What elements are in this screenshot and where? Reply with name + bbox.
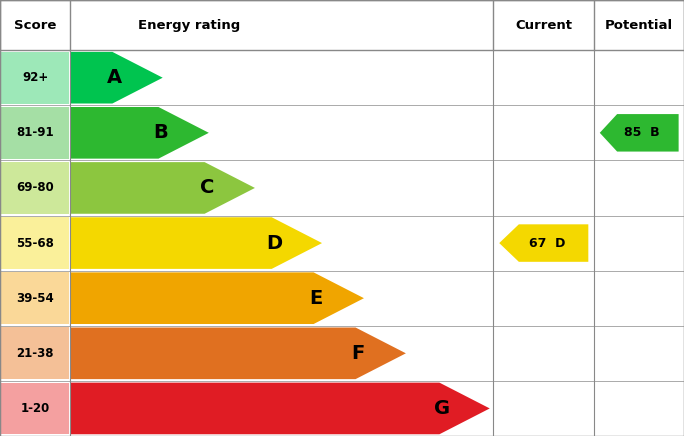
Text: Potential: Potential: [605, 19, 673, 31]
Text: A: A: [107, 68, 122, 87]
Bar: [1, 52, 69, 103]
Bar: [1, 383, 69, 434]
Text: F: F: [352, 344, 365, 363]
Bar: [1, 162, 69, 214]
Text: Energy rating: Energy rating: [137, 19, 240, 31]
Text: C: C: [200, 178, 214, 198]
Text: Score: Score: [14, 19, 56, 31]
Text: G: G: [434, 399, 450, 418]
Bar: [1, 107, 69, 159]
Polygon shape: [499, 225, 588, 262]
Text: 85  B: 85 B: [624, 126, 659, 140]
Polygon shape: [600, 114, 679, 152]
Polygon shape: [70, 107, 209, 159]
Text: 1-20: 1-20: [21, 402, 50, 415]
Bar: [1, 217, 69, 269]
Polygon shape: [70, 327, 406, 379]
Polygon shape: [70, 272, 364, 324]
Text: E: E: [310, 289, 323, 308]
Text: 69-80: 69-80: [16, 181, 54, 194]
Text: D: D: [266, 234, 282, 252]
Text: 67  D: 67 D: [529, 237, 565, 249]
Text: 39-54: 39-54: [16, 292, 54, 305]
Bar: [1, 272, 69, 324]
Polygon shape: [70, 52, 163, 103]
Text: 92+: 92+: [22, 71, 49, 84]
Text: Current: Current: [515, 19, 573, 31]
Text: 81-91: 81-91: [16, 126, 54, 140]
Text: B: B: [154, 123, 168, 142]
Polygon shape: [70, 162, 255, 214]
Polygon shape: [70, 383, 490, 434]
Polygon shape: [70, 217, 322, 269]
Text: 21-38: 21-38: [16, 347, 54, 360]
Text: 55-68: 55-68: [16, 237, 54, 249]
Bar: [1, 327, 69, 379]
